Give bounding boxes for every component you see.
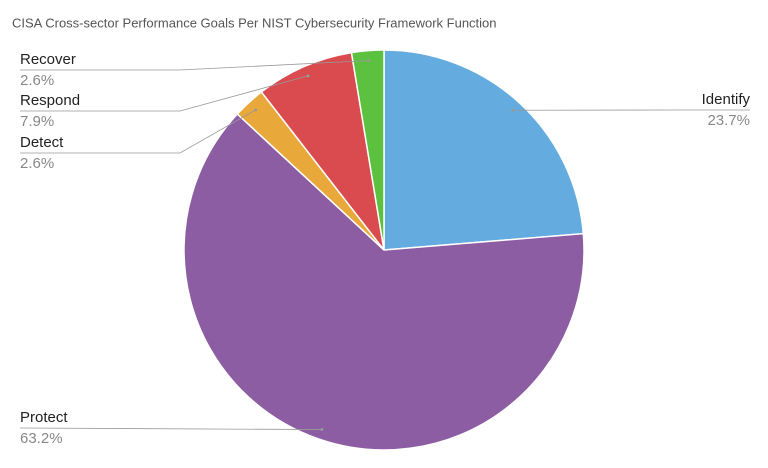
slice-value-label: 7.9% xyxy=(20,113,54,130)
slice-value-label: 63.2% xyxy=(20,430,63,447)
leader-dot xyxy=(254,108,258,112)
chart-title: CISA Cross-sector Performance Goals Per … xyxy=(12,15,497,30)
slice-label: Recover xyxy=(20,51,76,68)
slice-value-label: 2.6% xyxy=(20,155,54,172)
slice-value-label: 23.7% xyxy=(707,112,750,129)
slice-label: Identify xyxy=(702,91,751,108)
pie-slice xyxy=(383,49,585,251)
pie-slice xyxy=(183,112,585,451)
leader-dot xyxy=(320,428,324,432)
slice-value-label: 2.6% xyxy=(20,72,54,89)
pie-slice xyxy=(260,51,385,251)
leader-line xyxy=(20,60,369,71)
leader-dot xyxy=(306,74,310,78)
leader-line xyxy=(19,427,322,430)
leader-dot xyxy=(511,108,515,112)
slice-label: Respond xyxy=(20,92,80,109)
slice-label: Detect xyxy=(20,134,64,151)
leader-line xyxy=(20,109,256,154)
slice-label: Protect xyxy=(20,409,68,426)
pie-slice xyxy=(350,49,385,251)
leader-dot xyxy=(366,59,370,63)
leader-line xyxy=(20,75,309,112)
